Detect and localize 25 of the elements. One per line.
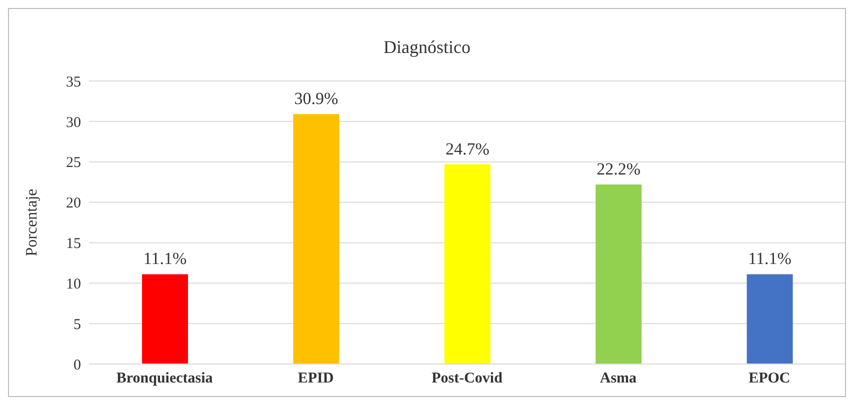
y-tick-label: 15 (66, 236, 81, 252)
y-tick-label: 35 (66, 74, 81, 90)
bar (293, 114, 340, 364)
data-label: 11.1% (143, 249, 187, 268)
y-tick-label: 5 (74, 316, 81, 333)
x-tick-label: EPOC (748, 370, 790, 387)
y-axis-title: Porcentaje (24, 188, 41, 256)
bar (746, 274, 793, 364)
x-tick-label: EPID (298, 370, 334, 387)
data-label: 22.2% (596, 159, 641, 178)
bar (444, 164, 490, 364)
y-tick-label: 10 (66, 276, 81, 292)
x-tick-label: Bronquiectasia (116, 370, 214, 387)
y-tick-label: 30 (66, 114, 81, 131)
x-tick-label: Post-Covid (432, 370, 504, 387)
data-label: 30.9% (294, 89, 338, 108)
y-tick-label: 0 (74, 357, 81, 374)
chart-title: Diagnóstico (382, 37, 472, 58)
data-label: 11.1% (748, 249, 792, 268)
x-tick-label: Asma (600, 370, 638, 387)
bar (596, 184, 642, 364)
data-label: 24.7% (445, 139, 490, 158)
y-tick-label: 20 (66, 196, 81, 212)
y-tick-label: 25 (66, 155, 81, 172)
bar (142, 274, 188, 364)
